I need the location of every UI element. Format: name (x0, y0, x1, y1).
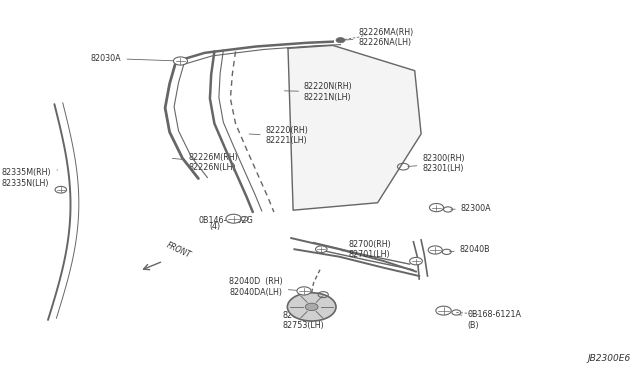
Circle shape (336, 38, 345, 43)
Circle shape (436, 306, 451, 315)
Text: 82335M(RH)
82335N(LH): 82335M(RH) 82335N(LH) (2, 168, 58, 187)
Text: (4): (4) (209, 222, 220, 231)
Text: 82752(RH)
82753(LH): 82752(RH) 82753(LH) (283, 311, 326, 330)
Text: 82226M(RH)
82226N(LH): 82226M(RH) 82226N(LH) (172, 153, 239, 172)
Text: 0B146-6102G: 0B146-6102G (198, 216, 253, 225)
Text: JB2300E6: JB2300E6 (587, 354, 630, 363)
Text: 82700(RH)
82701(LH): 82700(RH) 82701(LH) (342, 240, 392, 259)
Circle shape (55, 186, 67, 193)
Circle shape (316, 246, 327, 253)
Circle shape (305, 303, 318, 311)
Polygon shape (288, 45, 421, 210)
Text: 82300A: 82300A (451, 204, 492, 213)
Circle shape (297, 287, 311, 295)
Text: 82220(RH)
82221(LH): 82220(RH) 82221(LH) (249, 126, 308, 145)
Circle shape (410, 257, 422, 265)
Text: 0B168-6121A
(B): 0B168-6121A (B) (459, 310, 521, 330)
Circle shape (429, 203, 444, 212)
Text: 82030A: 82030A (91, 54, 178, 63)
Circle shape (226, 214, 241, 223)
Text: FRONT: FRONT (165, 240, 193, 259)
Text: 82040D  (RH)
82040DA(LH): 82040D (RH) 82040DA(LH) (229, 278, 301, 297)
Circle shape (173, 57, 188, 65)
Circle shape (428, 246, 442, 254)
Circle shape (287, 293, 336, 321)
Text: 82226MA(RH)
82226NA(LH): 82226MA(RH) 82226NA(LH) (345, 28, 413, 47)
Text: 82040B: 82040B (449, 246, 490, 254)
Text: 82300(RH)
82301(LH): 82300(RH) 82301(LH) (408, 154, 465, 173)
Text: 82220N(RH)
82221N(LH): 82220N(RH) 82221N(LH) (284, 82, 353, 102)
